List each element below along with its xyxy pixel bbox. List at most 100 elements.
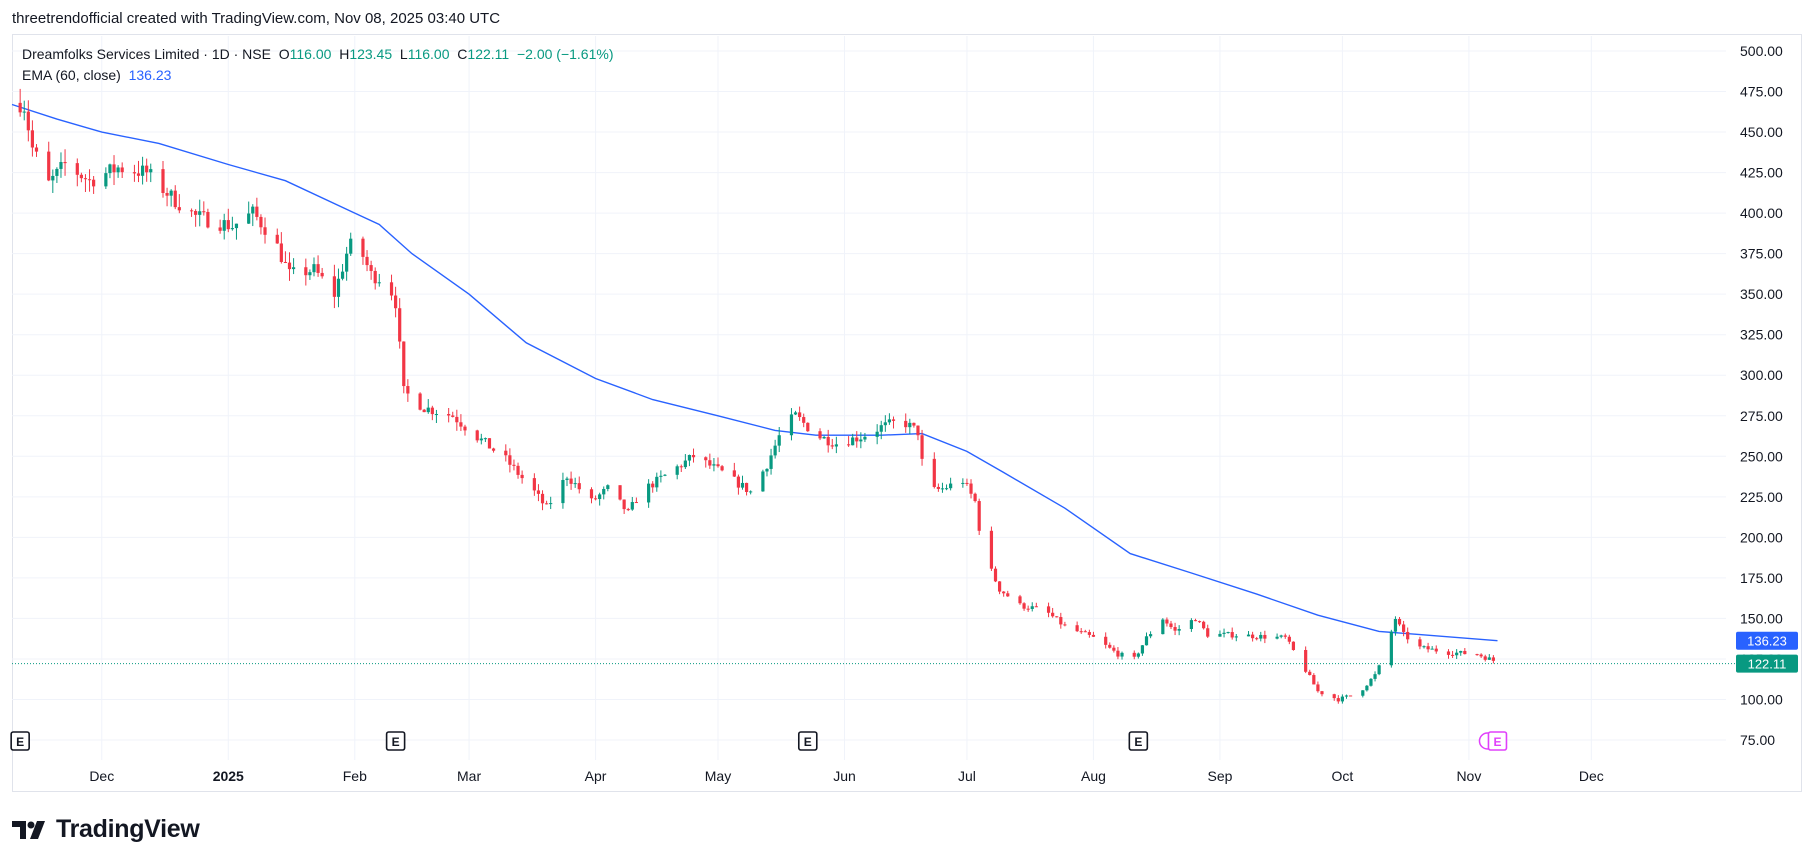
candle [1491, 655, 1495, 664]
candle [218, 219, 222, 234]
candle [394, 286, 398, 318]
candle-body [1226, 632, 1230, 634]
candle [104, 167, 108, 189]
candle [247, 201, 251, 224]
candle-body [1177, 629, 1181, 631]
candle [1022, 602, 1026, 611]
candle [569, 471, 573, 490]
tradingview-logo[interactable]: TradingView [12, 815, 200, 844]
candle [1479, 653, 1483, 658]
candle [165, 187, 169, 207]
candle [589, 487, 594, 504]
y-tick-label: 175.00 [1740, 570, 1783, 586]
candle-body [1487, 657, 1491, 660]
candle-body [1479, 654, 1483, 657]
open-label: O [278, 46, 290, 62]
candle-body [1018, 596, 1022, 604]
candle-body [1108, 644, 1112, 648]
candle-body [679, 466, 683, 468]
high-value: 123.45 [349, 46, 393, 62]
candle [516, 462, 520, 479]
candle [573, 477, 577, 488]
candle [683, 454, 687, 469]
candle-body [545, 503, 549, 505]
candle [1361, 690, 1365, 698]
candle [398, 298, 402, 349]
candle [1006, 590, 1010, 597]
candle [332, 264, 336, 309]
earnings-event-box [1487, 731, 1508, 751]
candle [312, 257, 316, 277]
candle [1104, 632, 1108, 649]
candle [1251, 631, 1255, 642]
candle [418, 392, 422, 411]
y-tick-label: 425.00 [1740, 165, 1783, 181]
candle-body [1332, 694, 1336, 699]
candle [1459, 650, 1463, 656]
candle [275, 228, 279, 244]
candle-body [1344, 695, 1349, 697]
candle-body [1002, 591, 1006, 594]
candle [993, 566, 998, 583]
candle [1369, 678, 1373, 687]
candle [234, 223, 239, 240]
candle-body [851, 437, 855, 446]
candle [1059, 612, 1063, 629]
candle-body [1393, 618, 1398, 632]
candle-body [1132, 652, 1136, 657]
candle-body [846, 444, 851, 446]
candle [1132, 650, 1136, 660]
candle [426, 399, 430, 414]
candle [1332, 693, 1336, 701]
candle-body [1022, 603, 1026, 609]
earnings-event-icon[interactable]: E [797, 731, 818, 751]
candle-body [973, 493, 977, 502]
candle [1189, 618, 1193, 632]
candle [1393, 616, 1398, 636]
candle [634, 497, 638, 504]
candle-body [777, 435, 781, 446]
ema-label: EMA (60, close) [22, 67, 121, 83]
candle-body [1287, 636, 1291, 642]
candle-body [1091, 634, 1096, 637]
candle [949, 477, 953, 491]
candle [1120, 651, 1124, 660]
candle [1140, 645, 1145, 656]
candle-body [1308, 671, 1312, 676]
candle-body [247, 213, 251, 224]
candle [863, 432, 867, 443]
candle-body [1055, 616, 1059, 618]
y-tick-label: 350.00 [1740, 286, 1783, 302]
y-tick-label: 500.00 [1740, 43, 1783, 59]
candle-body [818, 431, 822, 439]
candle [336, 268, 341, 308]
candle-body [589, 489, 594, 499]
earnings-event-icon[interactable]: E [10, 731, 30, 751]
candle-body [1275, 636, 1279, 639]
earnings-event-icon[interactable]: E [1128, 731, 1149, 751]
candle [161, 160, 165, 198]
candle-body [1104, 636, 1108, 645]
candle-body [1279, 635, 1283, 637]
candle-body [1348, 695, 1353, 697]
candle [749, 490, 753, 495]
candle [316, 255, 320, 277]
candle [1287, 634, 1291, 645]
candle [55, 167, 59, 183]
candle [451, 411, 455, 418]
candle [487, 438, 492, 449]
candle-body [859, 439, 863, 442]
candle [1079, 628, 1083, 634]
candle [1165, 617, 1169, 627]
candle [279, 232, 283, 264]
candle-body [140, 165, 145, 176]
candle [406, 379, 410, 402]
candle [255, 197, 259, 221]
earnings-event-icon[interactable]: E [1478, 731, 1508, 751]
candle-body [234, 223, 239, 229]
earnings-event-icon[interactable]: E [385, 731, 406, 751]
candle [132, 164, 137, 182]
candle-body [47, 151, 51, 181]
